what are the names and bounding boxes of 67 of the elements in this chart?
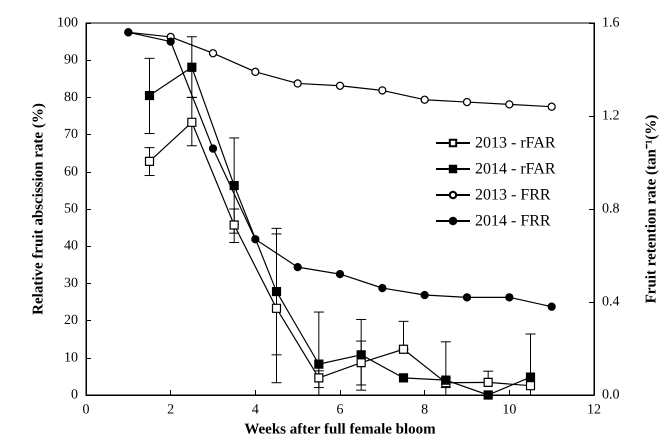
point (166, 38, 175, 46)
point (187, 62, 196, 72)
point (336, 270, 344, 278)
y2-axis-title: Fruit retention rate (tan⁻¹(%) (644, 114, 660, 304)
point (526, 372, 536, 382)
x-tick-label: 4 (252, 402, 259, 418)
point (356, 350, 366, 360)
point (378, 284, 386, 292)
legend-label: 2013 - FRR (475, 186, 551, 204)
point (420, 96, 429, 104)
x-tick-label: 2 (167, 402, 174, 418)
y-tick-label: 30 (64, 276, 78, 291)
point (505, 100, 514, 108)
y-tick-label: 20 (64, 313, 78, 328)
point (144, 90, 154, 100)
point (272, 286, 282, 296)
y-tick-label: 80 (64, 90, 78, 105)
legend-label: 2014 - FRR (475, 212, 551, 230)
y2-tick-label: 1.6 (602, 16, 620, 30)
y-tick-label: 0 (71, 388, 78, 402)
point (272, 304, 282, 313)
point (251, 68, 260, 76)
x-axis-title: Weeks after full female bloom (244, 421, 436, 438)
point (230, 180, 239, 190)
x-tick-label: 10 (502, 402, 516, 418)
y-tick-label: 100 (57, 16, 78, 30)
point (208, 49, 218, 58)
point (548, 302, 556, 311)
x-tick-label: 8 (421, 402, 428, 418)
y-tick-label: 60 (64, 164, 78, 180)
point (314, 373, 324, 382)
point (144, 156, 154, 166)
point (462, 98, 472, 106)
point (484, 390, 493, 400)
point (336, 82, 344, 90)
point (398, 344, 408, 354)
point (187, 118, 196, 127)
x-tick-label: 0 (82, 402, 90, 418)
legend-label: 2014 - rFAR (475, 160, 556, 178)
point (294, 263, 302, 272)
x-tick-label: 6 (336, 402, 344, 418)
y-tick-label: 40 (64, 238, 78, 254)
y-tick-label: 90 (64, 52, 78, 68)
legend-label: 2013 - rFAR (475, 134, 556, 152)
point (420, 290, 429, 300)
y2-tick-label: 0.4 (602, 294, 620, 310)
point (526, 381, 536, 390)
point (230, 220, 239, 230)
point (462, 293, 472, 302)
point (441, 376, 450, 385)
y-tick-label: 70 (64, 127, 78, 142)
point (251, 235, 260, 244)
point (505, 293, 514, 302)
point (208, 144, 218, 153)
y-tick-label: 50 (64, 202, 78, 216)
y2-tick-label: 0.8 (602, 202, 620, 216)
point (484, 378, 493, 387)
point (548, 102, 556, 111)
x-tick-label: 12 (587, 402, 601, 418)
point (378, 86, 386, 95)
y-axis-title: Relative fruit abscission rate (%) (30, 103, 46, 315)
y2-tick-label: 0.0 (602, 388, 620, 402)
y2-tick-label: 1.2 (602, 108, 620, 124)
point (294, 79, 302, 88)
y-tick-label: 10 (64, 350, 78, 366)
point (398, 373, 408, 382)
point (314, 360, 324, 369)
